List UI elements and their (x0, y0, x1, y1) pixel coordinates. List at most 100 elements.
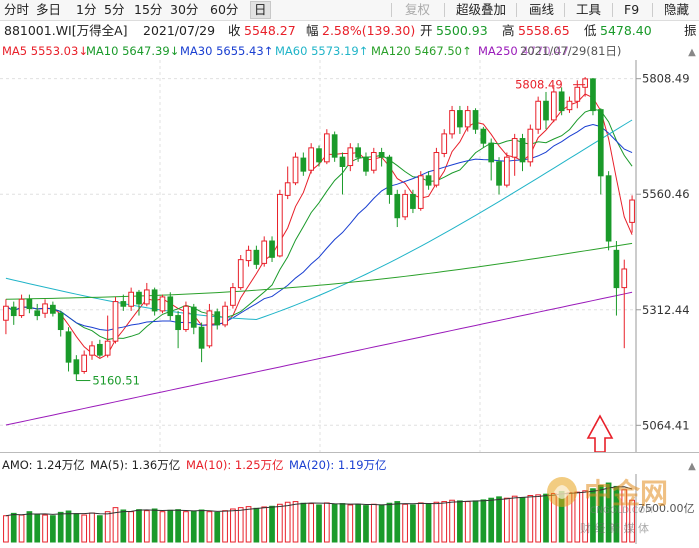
period-toolbar: 分时 多日 1分 5分 15分 30分 60分日 复权 超级叠加 画线 工具 F9 隐藏 (0, 0, 699, 21)
toolbar-separator (444, 3, 445, 17)
candle-body (159, 296, 166, 312)
volume-bar (480, 499, 487, 543)
candle-body (65, 331, 72, 363)
tool-button-2[interactable]: 画线 (529, 2, 555, 17)
amplitude-label: 振 (684, 23, 697, 38)
low-annotation: 5160.51 (92, 374, 140, 388)
volume-bar (605, 482, 612, 543)
candle-body (394, 193, 401, 219)
candle-body (511, 138, 518, 158)
candle-body (18, 298, 25, 317)
candle-body (378, 152, 385, 158)
volume-bar (3, 515, 9, 543)
close-value: 5548.27 (244, 23, 296, 38)
candle-body (136, 291, 142, 305)
volume-bar (73, 513, 80, 543)
ma120-line (5, 242, 633, 300)
volume-bar (167, 509, 174, 543)
volume-bar (42, 514, 48, 543)
ma30-legend: MA30 5655.43↑ (180, 44, 274, 58)
candle-body (292, 156, 299, 184)
candle-body (472, 110, 479, 130)
candle-body (363, 156, 369, 172)
period-tab-0[interactable]: 分时 (4, 2, 30, 17)
volume-bar (457, 500, 463, 543)
volume-bar (34, 513, 41, 543)
candle-body (590, 78, 596, 112)
volume-bar (57, 511, 64, 543)
amo-legend: AMO: 1.24万亿 MA(5): 1.36万亿 MA(10): 1.25万亿… (0, 456, 699, 474)
low-value: 5478.40 (600, 23, 652, 38)
volume-bar (621, 489, 628, 543)
period-tab-3[interactable]: 5分 (104, 2, 125, 17)
volume-bar (574, 491, 581, 543)
volume-bar (629, 499, 635, 543)
candle-body (245, 249, 252, 262)
tool-button-4[interactable]: F9 (624, 2, 640, 17)
candle-body (582, 78, 588, 88)
volume-bar (441, 501, 448, 543)
volume-bar (230, 508, 236, 543)
ma10-legend: MA10 5647.39↓ (86, 44, 180, 58)
open-label: 开 (420, 23, 433, 38)
ma10-line (5, 108, 633, 341)
candle-body (261, 240, 268, 264)
candle-body (167, 296, 174, 317)
volume-bar (339, 503, 346, 543)
vol-axis-label: 7500.00亿 (638, 502, 695, 515)
candle-body (120, 301, 127, 307)
volume-bar (300, 502, 307, 543)
tool-button-1[interactable]: 超级叠加 (456, 2, 507, 17)
volume-bar (527, 495, 534, 543)
volume-bar (120, 509, 127, 543)
period-tab-7[interactable]: 日 (250, 1, 271, 19)
volume-bar (511, 495, 518, 543)
candle-body (284, 182, 291, 196)
amo-ma10: MA(10): 1.25万亿 (186, 458, 284, 472)
period-tab-2[interactable]: 1分 (76, 2, 97, 17)
volume-bar (417, 502, 424, 543)
volume-bar (96, 515, 103, 543)
volume-bar (488, 497, 495, 543)
volume-bar (394, 501, 401, 543)
ma-legend: MA5 5553.03↓ MA10 5647.39↓ MA30 5655.43↑… (0, 42, 699, 60)
candle-body (3, 305, 9, 321)
amo-ma5: MA(5): 1.36万亿 (90, 458, 181, 472)
period-tab-4[interactable]: 15分 (134, 2, 163, 17)
tool-button-0[interactable]: 复权 (405, 2, 431, 17)
volume-bar (363, 505, 369, 543)
period-tab-1[interactable]: 多日 (36, 2, 62, 17)
high-annotation: 5808.49 (515, 78, 563, 92)
volume-bar (284, 501, 291, 543)
volume-bar (253, 507, 260, 543)
volume-bar (292, 501, 299, 543)
candlestick-chart[interactable]: 5808.49 5560.46 5312.44 5064.41 5808.49 5160.… (0, 60, 699, 452)
toolbar-separator (516, 3, 517, 17)
tool-button-5[interactable]: 隐藏 (664, 2, 690, 17)
tool-button-3[interactable]: 工具 (576, 2, 602, 17)
volume-bar (582, 490, 588, 543)
candle-body (26, 298, 33, 310)
volume-bar (308, 503, 315, 543)
open-value: 5500.93 (436, 23, 488, 38)
ma250-line (5, 291, 633, 426)
volume-bar (386, 502, 393, 543)
scroll-up-icon[interactable]: ▲ (688, 47, 696, 58)
quote-date: 2021/07/29 (143, 23, 216, 38)
watermark-logo: 中金网 CNGOLD.COM 财 经 新 媒 体 (540, 470, 699, 544)
candle-body (605, 175, 612, 242)
high-value: 5558.65 (518, 23, 570, 38)
volume-bar (472, 500, 479, 543)
volume-bar (433, 501, 440, 543)
period-tab-5[interactable]: 30分 (170, 2, 199, 17)
watermark-brand: 中金网 (584, 477, 669, 510)
candle-body (151, 289, 158, 312)
scroll-down-icon[interactable]: ▲ (688, 461, 696, 472)
candle-body (42, 303, 48, 314)
candle-body (198, 326, 205, 349)
candle-body (112, 301, 119, 342)
ma60-legend: MA60 5573.19↑ (275, 44, 369, 58)
period-tab-6[interactable]: 60分 (210, 2, 239, 17)
volume-bar (112, 507, 119, 543)
candle-body (519, 138, 526, 163)
